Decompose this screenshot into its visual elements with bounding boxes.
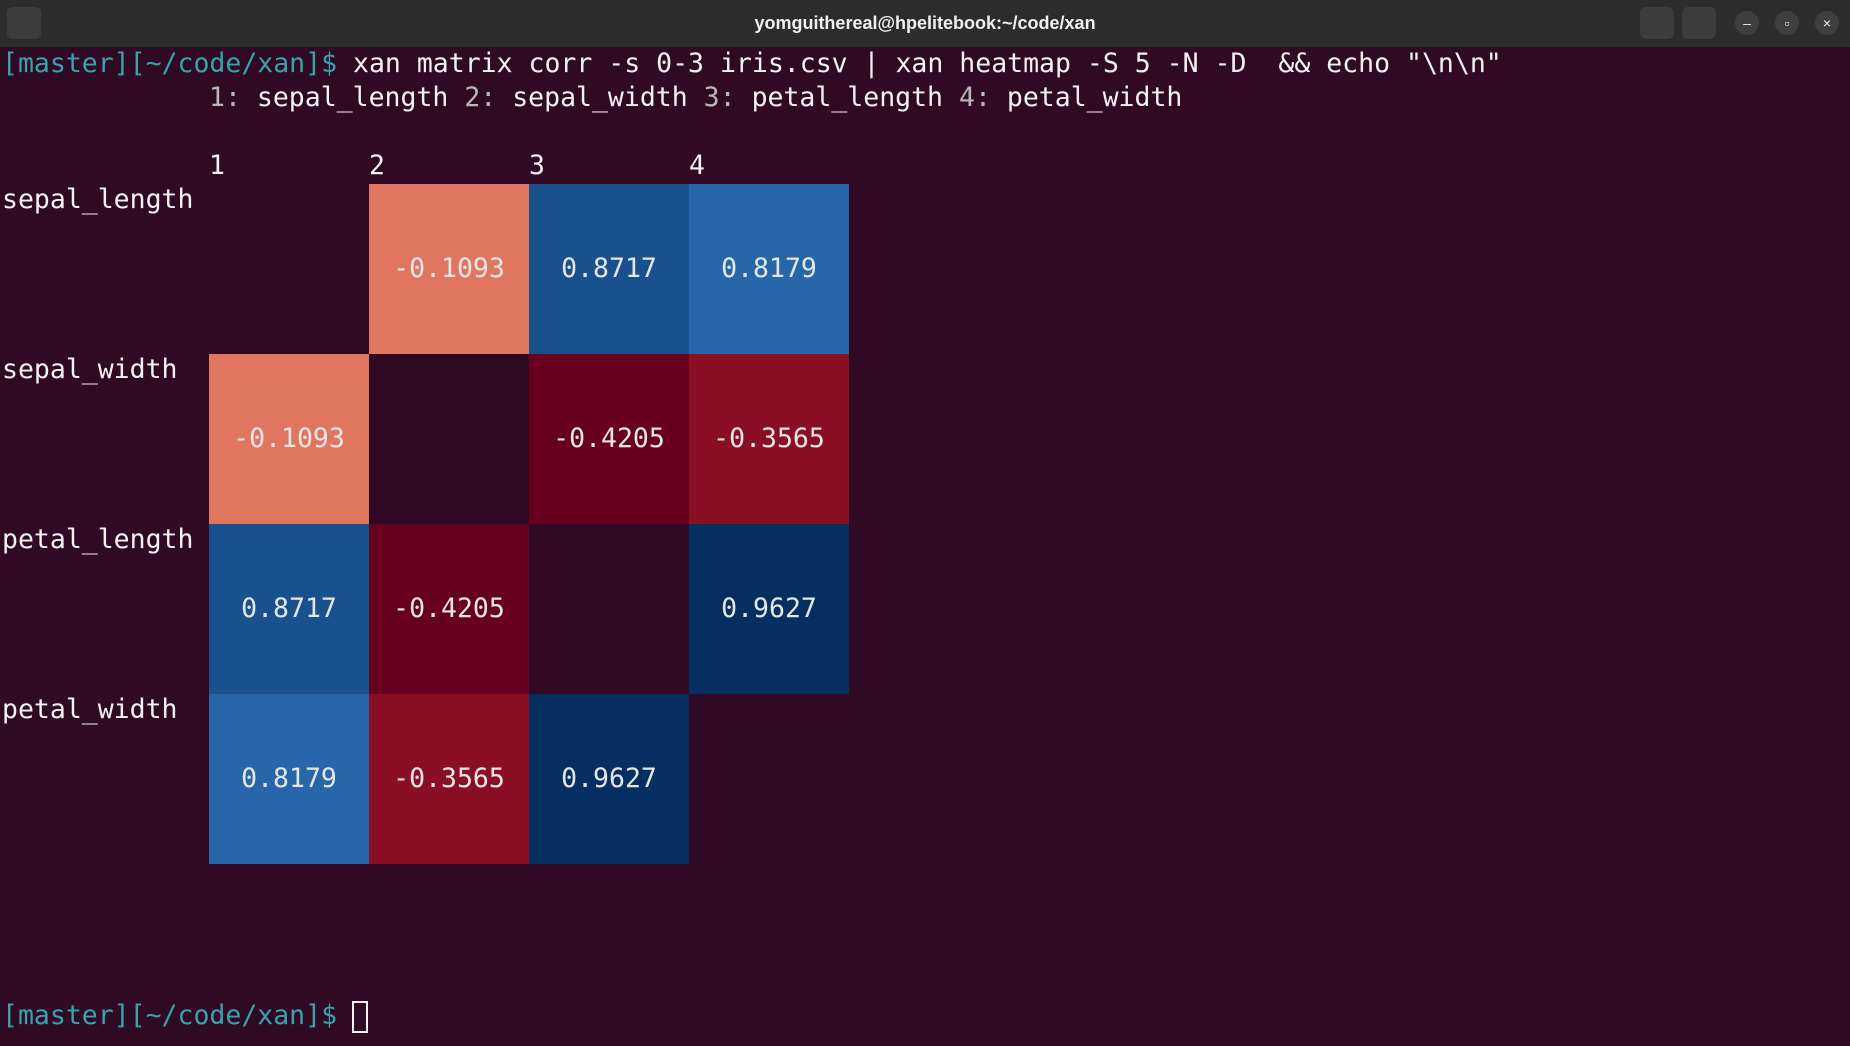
legend-number: 2: [464, 82, 497, 113]
heatmap-cell: -0.1093 [369, 184, 529, 354]
cell-value: -0.1093 [233, 423, 345, 454]
legend-name: sepal_width [512, 82, 688, 113]
cell-value: 0.8179 [721, 253, 817, 284]
cell-value: 0.9627 [721, 593, 817, 624]
legend-number: 4: [958, 82, 991, 113]
heatmap-cell: 0.9627 [529, 694, 689, 864]
cell-value: -0.1093 [393, 253, 505, 284]
heatmap-cell: 0.8717 [209, 524, 369, 694]
menu-button[interactable] [1682, 7, 1716, 39]
heatmap-cell: 0.8717 [529, 184, 689, 354]
row-label: sepal_width [2, 354, 178, 385]
title-bar: yomguithereal@hpelitebook:~/code/xan – ▫… [0, 0, 1850, 48]
cell-value: 0.9627 [561, 763, 657, 794]
column-label: 4 [689, 150, 705, 181]
maximize-button[interactable]: ▫ [1775, 11, 1799, 35]
cell-value: 0.8717 [241, 593, 337, 624]
legend-number: 3: [703, 82, 736, 113]
heatmap-cell: -0.3565 [369, 694, 529, 864]
prompt: [master][~/code/xan]$ [2, 1000, 338, 1031]
command: xan matrix corr -s 0-3 iris.csv | xan he… [353, 48, 1502, 79]
row-label: petal_length [2, 524, 194, 555]
legend-number: 1: [209, 82, 241, 113]
final-line: [master][~/code/xan]$ [2, 1000, 337, 1032]
cell-value: 0.8717 [561, 253, 657, 284]
minimize-button[interactable]: – [1735, 11, 1759, 35]
row-label: sepal_length [2, 184, 194, 215]
heatmap-cell: 0.8179 [209, 694, 369, 864]
column-label: 3 [529, 150, 545, 181]
column-label: 2 [369, 150, 385, 181]
heatmap-cell: -0.4205 [369, 524, 529, 694]
command-line: [master][~/code/xan]$ xan matrix corr -s… [2, 48, 1502, 80]
legend-name: sepal_length [256, 82, 449, 113]
new-tab-button[interactable] [7, 7, 41, 39]
prompt: [master][~/code/xan]$ [2, 48, 338, 79]
cursor [352, 1001, 368, 1033]
row-label: petal_width [2, 694, 178, 725]
cell-value: -0.3565 [713, 423, 825, 454]
legend-name: petal_length [751, 82, 944, 113]
legend: 1: sepal_length 2: sepal_width 3: petal_… [209, 82, 1198, 114]
legend-name: petal_width [1006, 82, 1183, 113]
heatmap-cell: 0.8179 [689, 184, 849, 354]
cell-value: -0.4205 [393, 593, 505, 624]
heatmap-cell: 0.9627 [689, 524, 849, 694]
heatmap-cell: -0.3565 [689, 354, 849, 524]
close-button[interactable]: × [1815, 11, 1839, 35]
cell-value: -0.3565 [393, 763, 505, 794]
search-button[interactable] [1640, 7, 1674, 39]
cell-value: -0.4205 [553, 423, 665, 454]
column-label: 1 [209, 150, 225, 181]
heatmap-cell: -0.1093 [209, 354, 369, 524]
cell-value: 0.8179 [241, 763, 337, 794]
window-title: yomguithereal@hpelitebook:~/code/xan [754, 13, 1096, 33]
heatmap-cell: -0.4205 [529, 354, 689, 524]
